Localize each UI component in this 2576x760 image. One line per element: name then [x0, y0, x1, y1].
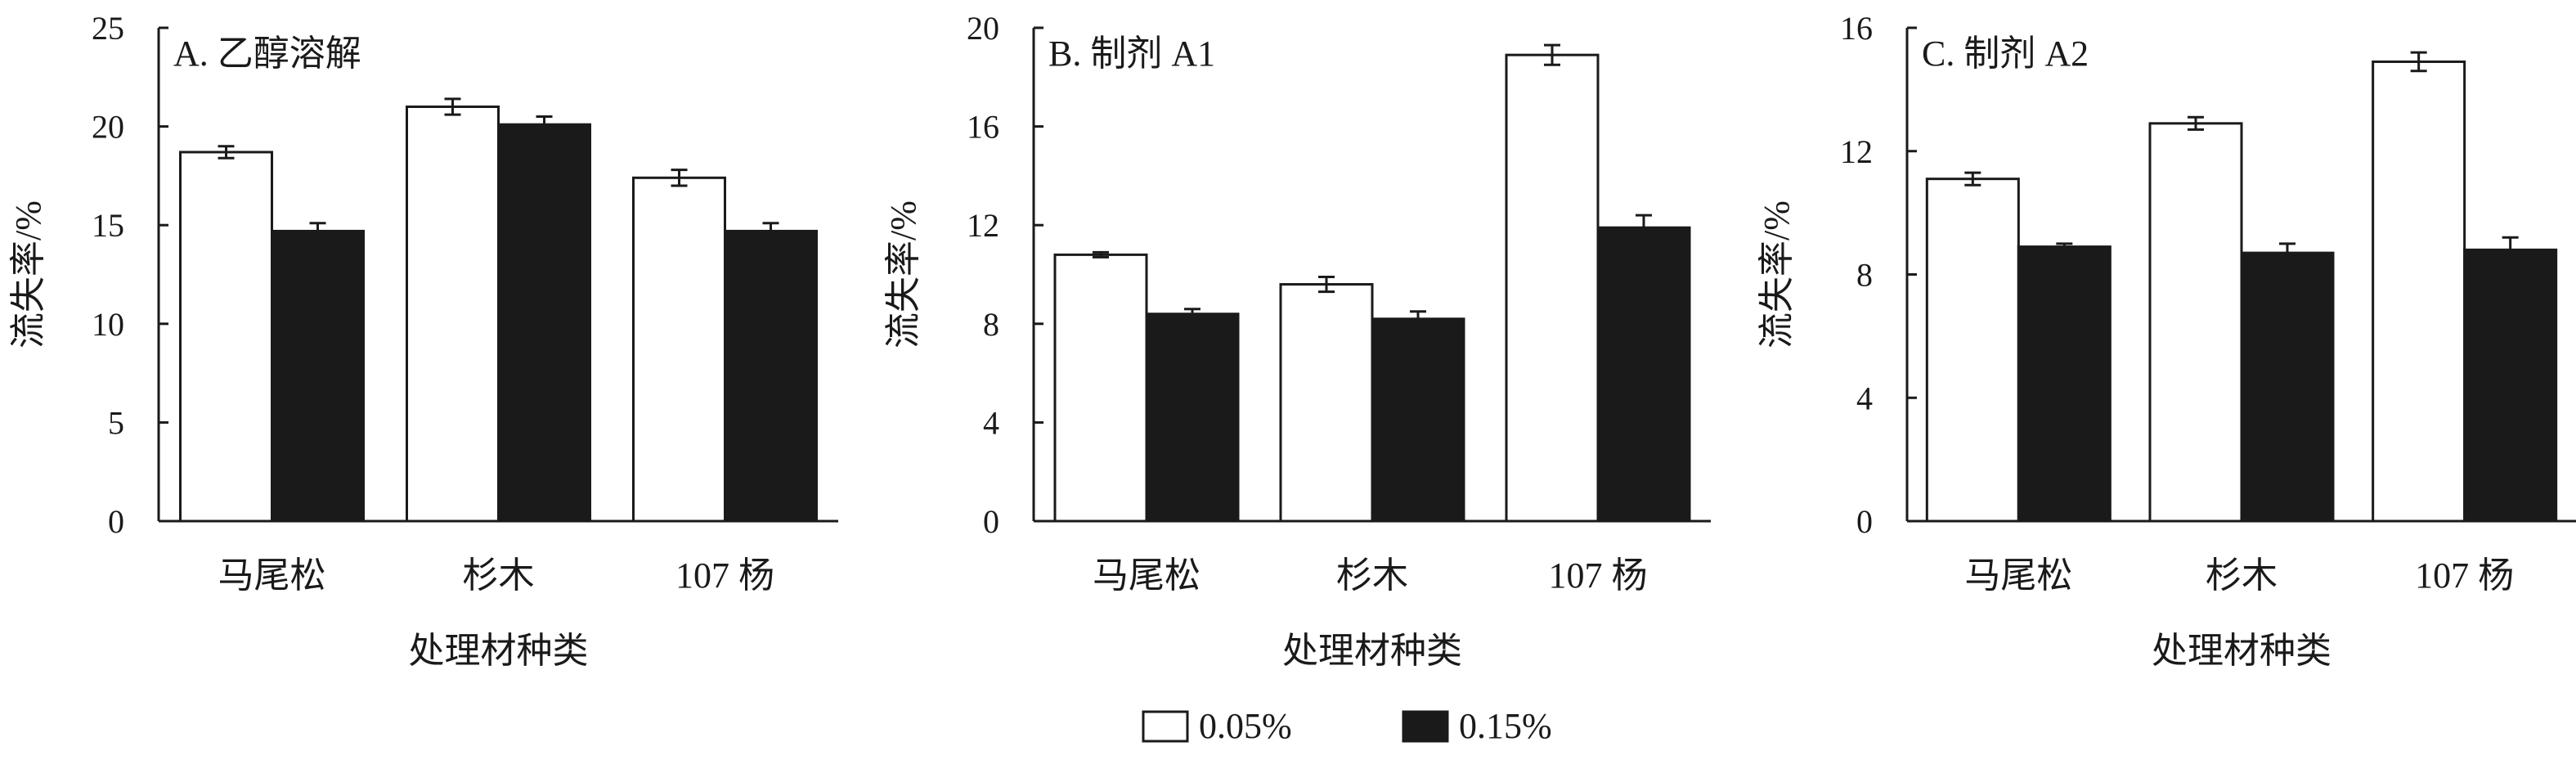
- y-tick-label: 20: [967, 10, 999, 47]
- category-label: 杉木: [1336, 555, 1408, 596]
- y-tick-label: 15: [92, 207, 124, 244]
- y-axis-label: 流失率/%: [883, 200, 923, 349]
- y-tick-label: 0: [1856, 503, 1873, 540]
- category-label: 107 杨: [675, 555, 774, 596]
- category-label: 杉木: [2206, 555, 2278, 596]
- y-tick-label: 12: [967, 207, 999, 244]
- y-tick-label: 10: [92, 306, 124, 343]
- y-tick-label: 25: [92, 10, 124, 47]
- bar-series-2: [1371, 317, 1465, 523]
- category-label: 马尾松: [1093, 555, 1200, 596]
- bar-series-2: [1145, 313, 1240, 523]
- bar-series-1: [1279, 283, 1374, 523]
- y-tick-label: 4: [1856, 380, 1873, 416]
- legend-swatch-series-2: [1402, 710, 1449, 743]
- legend: 0.05% 0.15%: [1142, 706, 1552, 746]
- y-tick-label: 0: [983, 503, 999, 540]
- y-tick-label: 8: [983, 306, 999, 343]
- y-axis-label: 流失率/%: [8, 200, 48, 349]
- legend-label-series-2: 0.15%: [1459, 706, 1552, 746]
- bar-series-1: [632, 176, 726, 523]
- category-label: 107 杨: [1549, 555, 1648, 596]
- x-axis-label: 处理材种类: [1282, 631, 1462, 671]
- bar-series-2: [724, 229, 818, 523]
- y-axis-label: 流失率/%: [1757, 200, 1797, 349]
- bar-series-1: [406, 105, 500, 523]
- y-tick-label: 12: [1840, 133, 1873, 170]
- panel-title: C. 制剂 A2: [1922, 34, 2089, 74]
- category-label: 马尾松: [1964, 555, 2072, 596]
- y-tick-label: 16: [967, 109, 999, 146]
- x-axis-label: 处理材种类: [2152, 631, 2331, 671]
- bar-series-2: [497, 123, 591, 523]
- bar-series-2: [2463, 248, 2558, 523]
- panel-title: A. 乙醇溶解: [173, 34, 361, 74]
- y-tick-label: 5: [108, 404, 124, 441]
- bar-series-2: [2240, 251, 2335, 523]
- y-tick-label: 4: [983, 404, 999, 441]
- bar-series-1: [1053, 253, 1148, 523]
- bar-series-1: [1505, 53, 1600, 523]
- bar-series-1: [179, 151, 273, 523]
- bar-series-1: [1925, 178, 2020, 523]
- y-tick-label: 8: [1856, 257, 1873, 294]
- y-tick-label: 16: [1840, 10, 1873, 47]
- legend-swatch-series-1: [1142, 710, 1189, 743]
- y-tick-label: 20: [92, 109, 124, 146]
- legend-label-series-1: 0.05%: [1199, 706, 1292, 746]
- x-axis-label: 处理材种类: [409, 631, 589, 671]
- bar-series-2: [1596, 226, 1691, 523]
- category-label: 马尾松: [218, 555, 326, 596]
- bar-series-2: [2017, 245, 2112, 523]
- category-label: 107 杨: [2415, 555, 2514, 596]
- panel-title: B. 制剂 A1: [1048, 34, 1215, 74]
- bar-series-1: [2148, 122, 2243, 523]
- bar-series-1: [2372, 60, 2466, 523]
- category-label: 杉木: [463, 555, 535, 596]
- bar-series-2: [271, 229, 365, 523]
- y-tick-label: 0: [108, 503, 124, 540]
